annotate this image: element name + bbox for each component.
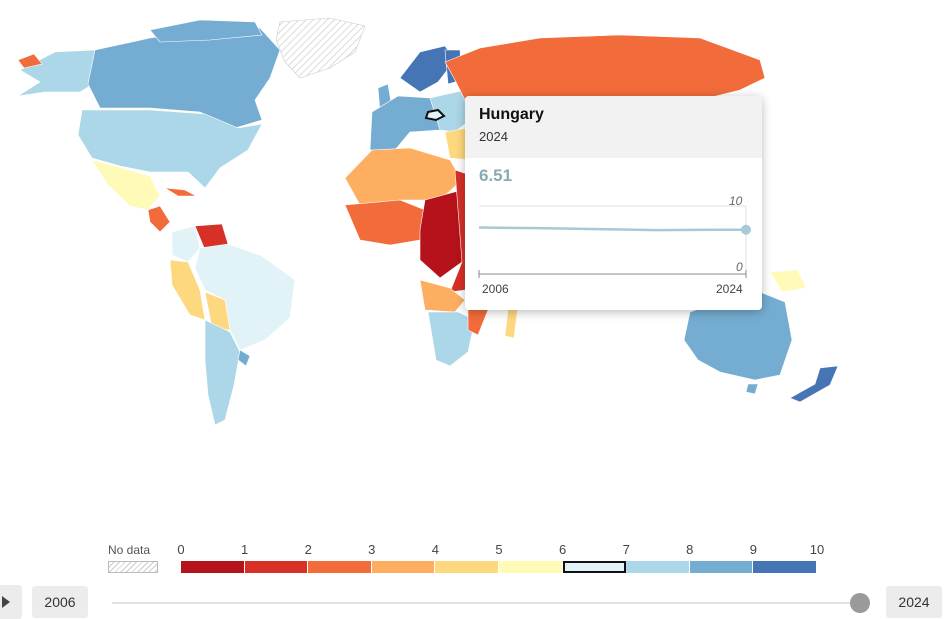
country-colombia[interactable] [171, 225, 201, 263]
legend-bin-7-8[interactable] [626, 561, 690, 573]
play-button[interactable] [0, 585, 22, 619]
legend-bin-9-10[interactable] [753, 561, 817, 573]
tooltip-header: Hungary 2024 [465, 96, 762, 158]
legend-tick-label: 6 [558, 542, 567, 557]
country-eastern-europe[interactable] [429, 89, 471, 133]
country-png[interactable] [769, 269, 807, 293]
sparkline-series [478, 226, 747, 232]
country-new-zealand[interactable] [789, 365, 839, 403]
tooltip-value: 6.51 [479, 166, 513, 185]
legend-bin-4-5[interactable] [435, 561, 499, 573]
legend-tick-label: 8 [686, 542, 694, 557]
no-data-swatch[interactable] [108, 561, 158, 573]
country-bolivia[interactable] [204, 291, 231, 331]
legend-bin-3-4[interactable] [371, 561, 436, 573]
sparkline-end-point [741, 224, 751, 235]
country-usa[interactable] [77, 109, 263, 189]
country-chile-argentina[interactable] [204, 319, 241, 426]
sparkline-end-label: 2024 [716, 282, 743, 296]
country-greenland[interactable] [275, 17, 366, 79]
legend-tick-label: 10 [809, 542, 825, 557]
legend-tick-label: 5 [495, 542, 503, 557]
timeline-start-year[interactable]: 2006 [32, 586, 88, 618]
no-data-label: No data [108, 543, 151, 557]
country-brazil[interactable] [194, 243, 296, 351]
country-uruguay[interactable] [237, 349, 251, 367]
country-russia-east-tip[interactable] [17, 53, 43, 69]
legend-tick-label: 4 [431, 542, 440, 557]
timeline-end-year[interactable]: 2024 [886, 586, 942, 618]
timeline-slider-thumb[interactable] [850, 593, 870, 613]
tooltip-sparkline [478, 205, 751, 278]
legend-bin-1-2[interactable] [244, 561, 309, 573]
tooltip-country: Hungary [479, 106, 544, 123]
country-central-america[interactable] [147, 205, 171, 233]
legend-tick-label: 0 [177, 542, 185, 557]
country-tooltip: Hungary 2024 6.51 10 0 2006 2024 [465, 96, 762, 310]
country-angola-zambia[interactable] [419, 279, 466, 313]
country-south-africa[interactable] [427, 311, 476, 367]
legend-tick-label: 7 [622, 542, 630, 557]
tooltip-year: 2024 [479, 129, 508, 144]
legend-bin-2-3[interactable] [308, 561, 372, 573]
country-canada-islands[interactable] [149, 19, 263, 43]
legend-bin-0-1[interactable] [181, 561, 245, 573]
legend-tick-label: 3 [368, 542, 376, 557]
timeline-track[interactable] [112, 602, 860, 604]
legend-tick-label: 1 [240, 542, 249, 557]
legend-tick-label: 9 [749, 542, 758, 557]
country-tasmania[interactable] [745, 383, 759, 395]
country-cuba[interactable] [164, 187, 197, 197]
country-madagascar[interactable] [504, 305, 519, 339]
country-mexico[interactable] [91, 159, 161, 211]
play-icon [2, 596, 10, 608]
legend-bin-8-9[interactable] [689, 561, 754, 573]
sparkline-min-label: 0 [736, 260, 743, 274]
country-russia[interactable] [444, 34, 766, 101]
country-hungary[interactable] [424, 108, 446, 122]
sparkline-start-label: 2006 [482, 282, 509, 296]
legend-bin-6-7[interactable] [562, 561, 627, 573]
legend-bin-5-6[interactable] [499, 561, 563, 573]
sparkline-max-label: 10 [729, 194, 743, 208]
world-map[interactable] [0, 0, 946, 540]
legend-tick-label: 2 [304, 542, 312, 557]
color-legend: No data 0 1 2 3 4 5 6 7 8 9 10 [0, 538, 946, 578]
country-west-africa[interactable] [344, 199, 426, 246]
